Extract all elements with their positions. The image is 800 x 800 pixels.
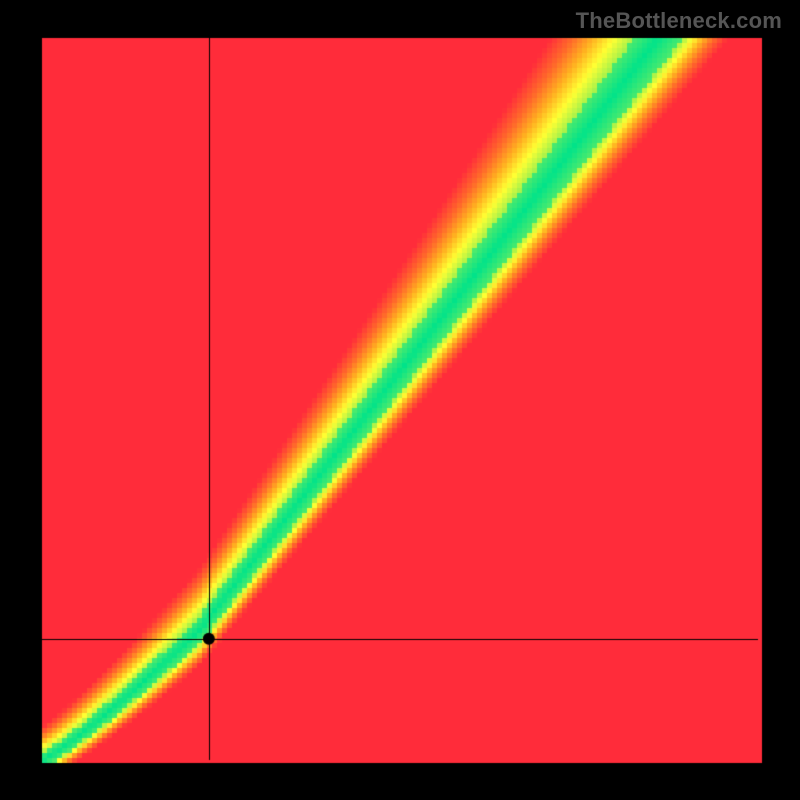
bottleneck-heatmap	[0, 0, 800, 800]
chart-container: { "watermark": { "text": "TheBottleneck.…	[0, 0, 800, 800]
watermark-text: TheBottleneck.com	[576, 8, 782, 34]
